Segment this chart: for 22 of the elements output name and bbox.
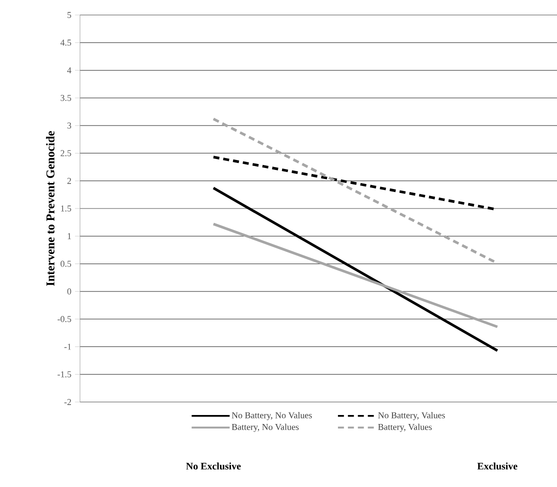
- x-tick-label: No Exclusive: [186, 462, 241, 470]
- y-tick-label: 1.5: [61, 205, 72, 212]
- y-tick-label: 3.5: [60, 94, 72, 101]
- y-tick-label: 4.5: [60, 40, 72, 46]
- legend-label: Battery, Values: [378, 424, 432, 432]
- y-tick-label: -1.5: [58, 371, 72, 378]
- y-tick-label: 2: [67, 178, 71, 184]
- y-tick-label: 3: [67, 122, 72, 129]
- y-tick-label: 0: [67, 288, 72, 294]
- legend-label: No Battery, No Values: [232, 412, 312, 420]
- y-tick-label: -2: [64, 399, 71, 405]
- y-tick-label: -0.5: [58, 316, 72, 322]
- legend-label: Battery, No Values: [232, 424, 299, 432]
- y-tick-label: -1: [64, 344, 71, 350]
- y-tick-label: 1: [68, 233, 71, 240]
- y-tick-label: 0.5: [60, 260, 72, 267]
- y-tick-label: 2.5: [60, 150, 72, 156]
- y-tick-label: 4: [67, 67, 72, 74]
- y-tick-label: 5: [68, 12, 72, 18]
- x-tick-label: Exclusive: [477, 462, 518, 470]
- legend-label: No Battery, Values: [378, 412, 445, 420]
- y-axis-title: Intervene to Prevent Genocide: [46, 131, 54, 286]
